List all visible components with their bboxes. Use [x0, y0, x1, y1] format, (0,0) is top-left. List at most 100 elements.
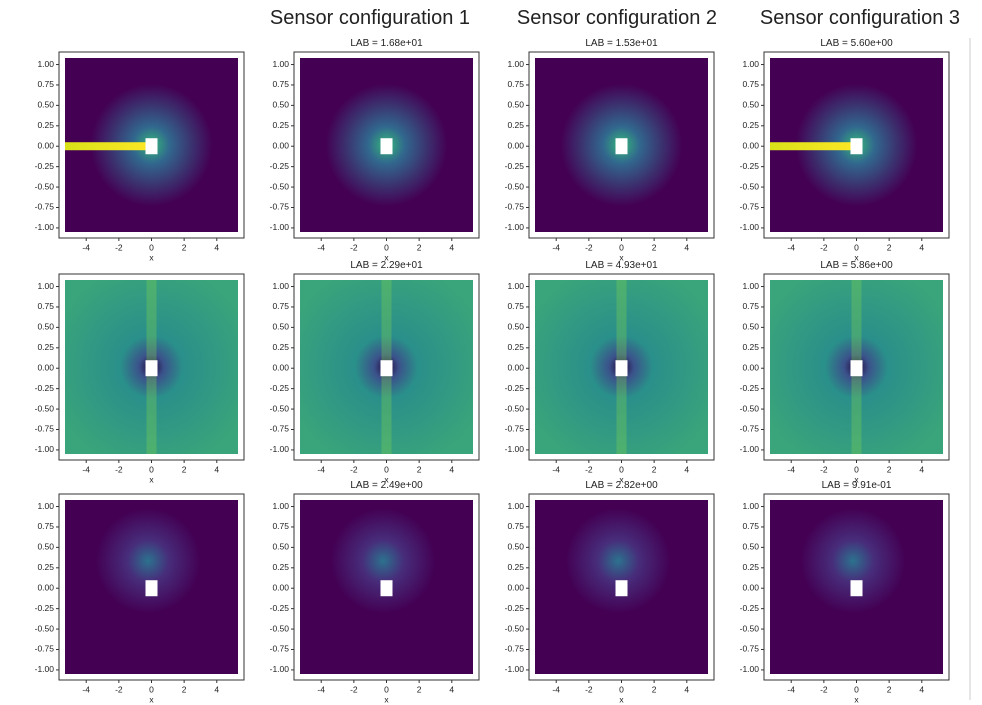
x-tick-label: 0: [149, 684, 154, 694]
x-tick-label: -2: [350, 464, 358, 474]
y-tick-label: 0.75: [507, 79, 524, 89]
y-tick-label: -0.75: [35, 644, 55, 654]
y-tick-label: -0.25: [505, 383, 525, 393]
y-tick-label: 0.75: [37, 79, 54, 89]
y-tick-label: 0.50: [37, 100, 54, 110]
x-tick-label: -2: [820, 684, 828, 694]
obstacle: [615, 138, 628, 155]
y-tick-label: -0.75: [270, 424, 290, 434]
x-tick-label: -4: [317, 684, 325, 694]
x-axis-label: x: [854, 694, 859, 704]
x-tick-label: 4: [449, 242, 454, 252]
y-tick-label: -0.50: [270, 403, 290, 413]
x-tick-label: -2: [115, 464, 123, 474]
x-tick-label: -2: [820, 242, 828, 252]
x-tick-label: 4: [214, 464, 219, 474]
x-tick-label: 0: [149, 242, 154, 252]
x-tick-label: -4: [552, 242, 560, 252]
y-tick-label: 0.25: [37, 562, 54, 572]
x-tick-label: -2: [585, 684, 593, 694]
x-tick-label: 2: [887, 684, 892, 694]
y-tick-label: -0.50: [740, 403, 760, 413]
heatmap-jet: [770, 142, 857, 151]
y-tick-label: 0.25: [37, 120, 54, 130]
obstacle: [380, 138, 393, 155]
y-tick-label: -1.00: [35, 664, 55, 674]
y-tick-label: -0.50: [505, 623, 525, 633]
y-tick-label: -0.25: [505, 603, 525, 613]
y-tick-label: -0.50: [270, 181, 290, 191]
y-tick-label: 1.00: [272, 59, 289, 69]
x-tick-label: 4: [919, 684, 924, 694]
panel-title: LAB = 1.68e+01: [350, 38, 423, 49]
y-tick-label: -1.00: [505, 222, 525, 232]
y-tick-label: -0.50: [35, 181, 55, 191]
y-tick-label: -1.00: [740, 222, 760, 232]
x-axis-label: x: [149, 252, 154, 262]
y-tick-label: 0.75: [507, 521, 524, 531]
y-tick-label: 0.75: [272, 79, 289, 89]
x-tick-label: 0: [384, 464, 389, 474]
y-tick-label: 0.25: [742, 120, 759, 130]
x-tick-label: -4: [82, 242, 90, 252]
panel-title: LAB = 5.60e+00: [820, 38, 893, 49]
y-tick-label: -0.75: [35, 202, 55, 212]
y-tick-label: -1.00: [270, 222, 290, 232]
y-tick-label: 1.00: [272, 501, 289, 511]
y-tick-label: 0.25: [272, 120, 289, 130]
y-tick-label: 1.00: [742, 59, 759, 69]
y-tick-label: -0.75: [505, 424, 525, 434]
y-tick-label: 0.00: [742, 362, 759, 372]
y-tick-label: -1.00: [505, 444, 525, 454]
x-axis-label: x: [854, 252, 859, 262]
x-tick-label: 4: [919, 464, 924, 474]
x-tick-label: 2: [887, 464, 892, 474]
x-tick-label: 2: [887, 242, 892, 252]
x-tick-label: 4: [919, 242, 924, 252]
y-tick-label: 0.25: [37, 342, 54, 352]
y-tick-label: -1.00: [35, 222, 55, 232]
obstacle: [380, 580, 393, 597]
y-tick-label: -0.25: [270, 161, 290, 171]
x-tick-label: 2: [652, 684, 657, 694]
panel-title: LAB = 5.86e+00: [820, 260, 893, 271]
y-tick-label: 0.75: [37, 521, 54, 531]
x-axis-label: x: [619, 474, 624, 484]
y-tick-label: -0.25: [740, 161, 760, 171]
x-tick-label: 4: [684, 684, 689, 694]
x-axis-label: x: [384, 474, 389, 484]
x-tick-label: 2: [652, 242, 657, 252]
x-tick-label: -4: [82, 684, 90, 694]
y-tick-label: -0.75: [270, 644, 290, 654]
panel-title: LAB = 2.49e+00: [350, 480, 423, 491]
y-tick-label: 0.50: [272, 322, 289, 332]
x-tick-label: 4: [684, 242, 689, 252]
x-tick-label: -2: [350, 684, 358, 694]
x-tick-label: -2: [585, 464, 593, 474]
y-tick-label: -0.75: [505, 202, 525, 212]
x-tick-label: 2: [417, 684, 422, 694]
y-tick-label: 0.25: [742, 342, 759, 352]
y-tick-label: -1.00: [35, 444, 55, 454]
x-tick-label: 2: [417, 464, 422, 474]
y-tick-label: 0.25: [742, 562, 759, 572]
x-tick-label: 0: [384, 242, 389, 252]
x-axis-label: x: [619, 252, 624, 262]
x-tick-label: 0: [384, 684, 389, 694]
obstacle: [145, 138, 158, 155]
x-axis-label: x: [384, 694, 389, 704]
x-tick-label: 4: [214, 684, 219, 694]
x-tick-label: -4: [82, 464, 90, 474]
y-tick-label: 0.75: [742, 79, 759, 89]
column-header: Sensor configuration 1: [270, 7, 470, 29]
x-tick-label: 0: [619, 242, 624, 252]
x-tick-label: 2: [417, 242, 422, 252]
x-axis-label: x: [854, 474, 859, 484]
y-tick-label: -0.75: [35, 424, 55, 434]
y-tick-label: -0.50: [35, 623, 55, 633]
y-tick-label: -0.25: [35, 161, 55, 171]
y-tick-label: -0.50: [270, 623, 290, 633]
y-tick-label: -1.00: [740, 444, 760, 454]
obstacle: [850, 360, 863, 377]
x-axis-label: x: [619, 694, 624, 704]
